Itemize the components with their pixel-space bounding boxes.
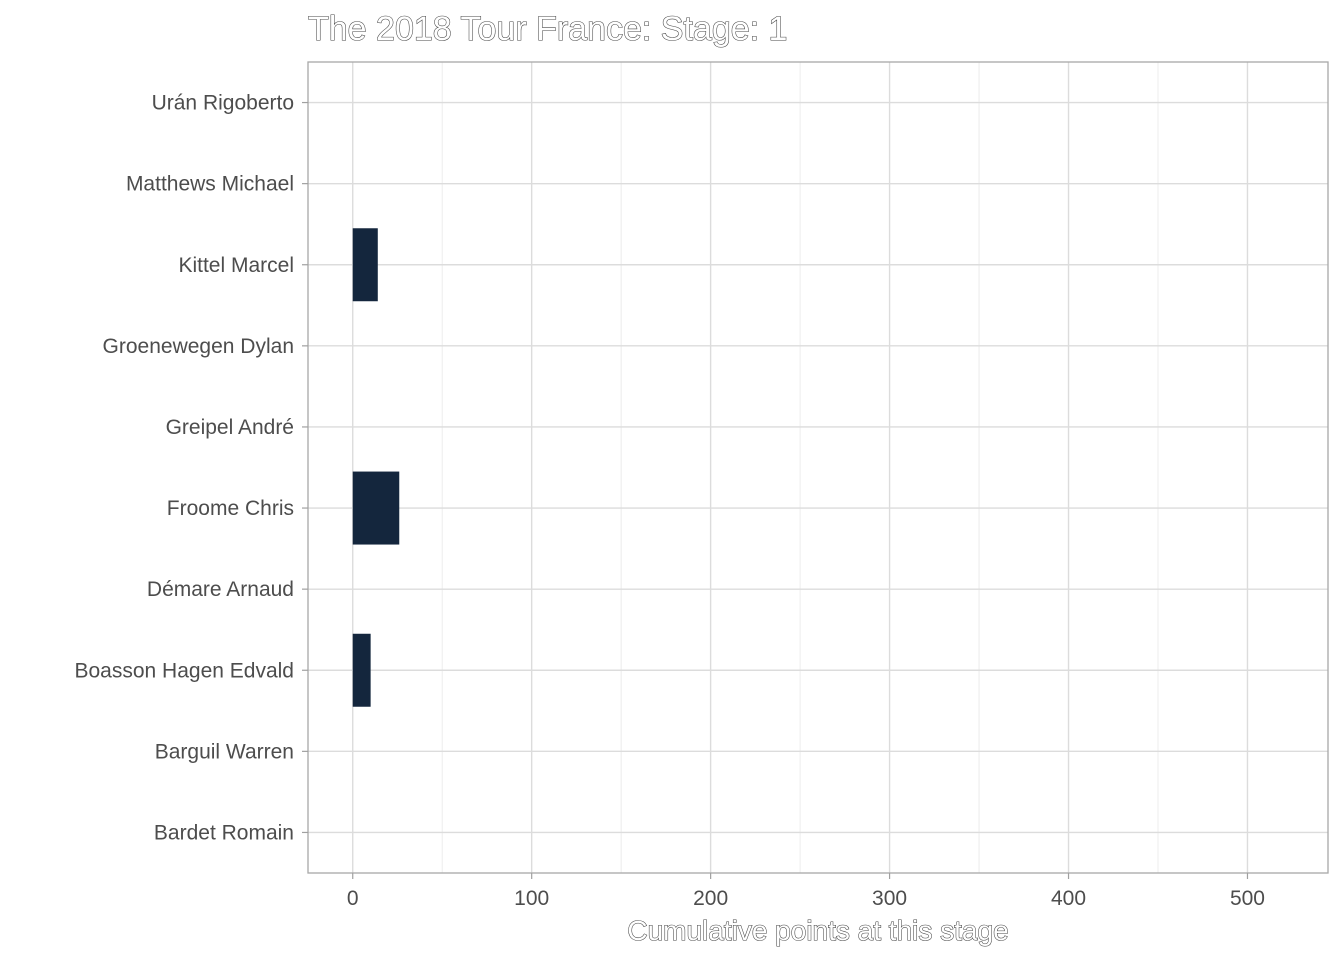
- plot-panel-border: [307, 61, 1329, 874]
- y-tick-label: Froome Chris: [167, 497, 294, 520]
- bar: [352, 471, 400, 545]
- y-tick-label: Boasson Hagen Edvald: [75, 659, 295, 682]
- y-tick-label: Greipel André: [166, 416, 294, 439]
- y-tick-label: Matthews Michael: [126, 173, 294, 196]
- x-tick-label: 0: [347, 887, 359, 910]
- x-tick-label: 300: [872, 887, 907, 910]
- y-tick-label: Démare Arnaud: [147, 578, 294, 601]
- x-tick-label: 100: [514, 887, 549, 910]
- x-tick-label: 500: [1230, 887, 1265, 910]
- y-tick-label: Bardet Romain: [154, 821, 294, 844]
- y-tick-label: Kittel Marcel: [178, 254, 294, 277]
- bar: [352, 228, 378, 302]
- x-axis: 0 100 200 300 400 500: [347, 873, 1265, 910]
- grid-lines: [308, 62, 1328, 873]
- bar: [352, 633, 371, 707]
- x-tick-label: 400: [1051, 887, 1086, 910]
- chart-title: The 2018 Tour France: Stage: 1: [308, 10, 787, 48]
- bars: [352, 228, 400, 707]
- y-tick-label: Barguil Warren: [155, 740, 294, 763]
- x-axis-title: Cumulative points at this stage: [627, 915, 1008, 946]
- y-axis: Urán Rigoberto Matthews Michael Kittel Mar…: [75, 92, 308, 844]
- x-tick-label: 200: [693, 887, 728, 910]
- y-tick-label: Groenewegen Dylan: [103, 335, 294, 358]
- y-tick-label: Urán Rigoberto: [152, 92, 294, 115]
